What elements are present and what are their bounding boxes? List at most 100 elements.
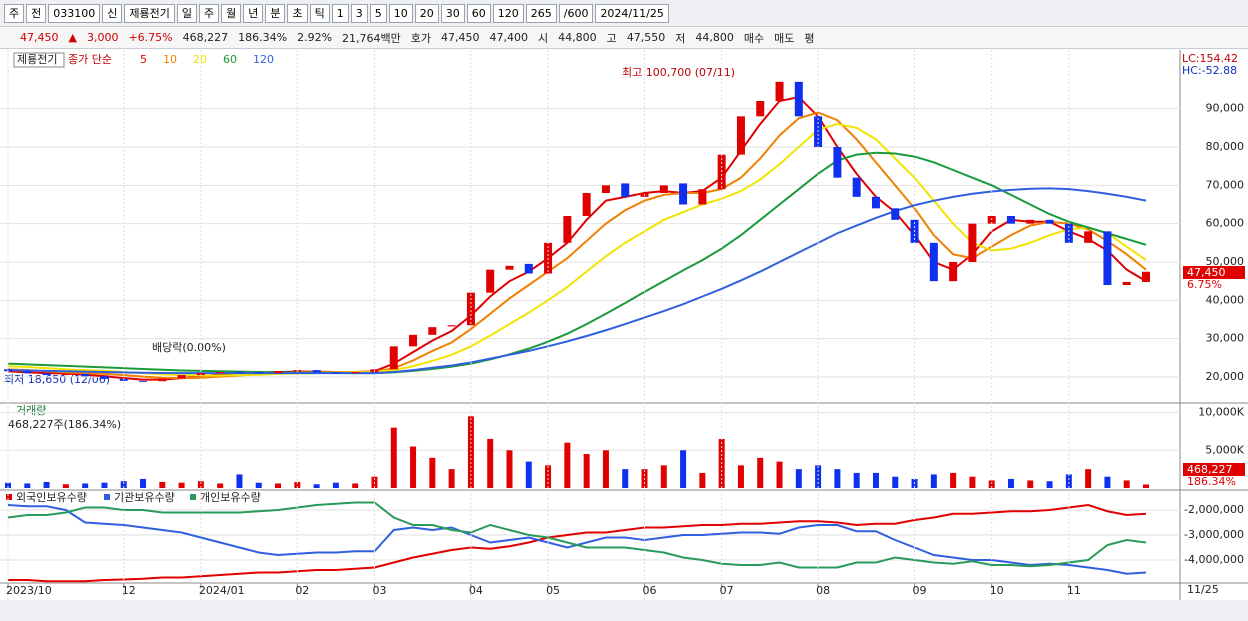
volume-bar [950,472,957,488]
toolbar-button[interactable]: 5 [369,3,387,23]
volume-bar [1007,478,1014,488]
volume-bar [853,472,860,488]
last-volume-ratio: 186.34% [1187,475,1236,488]
toolbar-button[interactable]: 10 [388,3,413,23]
candle [794,81,803,117]
legend-title: 종가 단순 [68,53,112,66]
scroll-bar [0,600,1248,621]
chart: 최고 100,700 (07/11) 최저 18,650 (12/06) 배당락… [0,50,1248,621]
toolbar-button[interactable]: 분 [265,3,286,23]
x-tick-label: 07 [720,584,734,597]
volume-bar [892,476,899,488]
legend-entry: 외국인보유수량 [16,491,87,504]
candle [274,371,283,374]
candle [254,372,263,374]
volume-bar [834,469,841,488]
volume-bar [1143,484,1149,488]
candle [389,346,398,370]
y-tick-label: 5,000K [1205,443,1244,456]
legend-entry: 20 [193,53,207,66]
last-change: 6.75% [1187,278,1222,291]
candle [312,370,321,373]
toolbar-button[interactable]: 제룡전기 [124,3,175,23]
x-tick-label: 11 [1067,584,1081,597]
candle [1122,281,1131,285]
x-tick-label: 02 [295,584,309,597]
info-item: 44,800 [695,31,734,44]
info-item: 저 [675,31,686,45]
toolbar-button[interactable]: /600 [558,3,594,23]
volume-bar [332,482,339,488]
legend-entry: 60 [223,53,237,66]
y-tick-label: -4,000,000 [1184,553,1244,566]
toolbar-button[interactable]: 전 [26,3,47,23]
volume-bar [410,446,417,488]
series-line [7,111,1147,380]
volume-bar [564,442,571,488]
candle [177,375,186,379]
candle [428,327,437,335]
series-line [7,501,1147,569]
toolbar-button[interactable]: 일 [176,3,197,23]
toolbar-button[interactable]: 3 [350,3,368,23]
candle [100,376,109,379]
y-tick-label: 20,000 [1206,370,1245,383]
toolbar-button[interactable]: 265 [525,3,557,23]
info-item: 2.92% [297,31,333,44]
toolbar-button[interactable]: 주 [198,3,220,23]
candle [679,183,688,205]
volume-bar [313,484,320,488]
volume-bar [988,480,995,488]
toolbar-button[interactable]: 2024/11/25 [595,3,669,23]
candle [351,372,360,374]
annotation: 배당락(0.00%) [152,341,226,354]
toolbar: 주 전 033100 신 제룡전기 일 주 월 년 분 초 틱 1 3 5 10 20 30 60 120 265/60… [0,0,1248,27]
candle [1103,231,1112,285]
y-tick-label: 50,000 [1206,255,1245,268]
candle [736,116,745,155]
toolbar-button[interactable]: 20 [414,3,439,23]
legend-marker [6,494,12,500]
volume-bar [24,483,31,488]
volume-bar [506,450,513,488]
toolbar-button[interactable]: 틱 [309,3,330,23]
info-item: 44,800 [558,31,597,44]
toolbar-button[interactable]: 년 [243,3,264,23]
toolbar-button[interactable]: 30 [440,3,465,23]
x-tick-label: 06 [643,584,657,597]
toolbar-button[interactable]: 주 [4,3,25,23]
legend-entry: 120 [253,53,274,66]
annotation: 최고 100,700 (07/11) [622,66,735,79]
candle [775,81,784,101]
corner-label: HC:-52.88 [1182,64,1237,77]
toolbar-button[interactable]: 60 [466,3,491,23]
toolbar-button[interactable]: 월 [221,3,242,23]
info-item: 468,227 [182,31,229,44]
volume-bar [602,450,609,488]
toolbar-button[interactable]: 1 [331,3,349,23]
volume-bar [1104,476,1111,488]
toolbar-button[interactable]: 033100 [48,3,101,23]
y-tick-label: 90,000 [1206,102,1245,115]
volume-subtitle: 468,227주(186.34%) [8,418,121,431]
legend-marker [190,494,196,500]
info-item: 평 [804,31,815,45]
candle [81,373,90,377]
toolbar-button[interactable]: 120 [492,3,524,23]
legend-entry: 10 [163,53,177,66]
toolbar-button[interactable]: 신 [102,3,123,23]
volume-bar [82,483,89,488]
x-tick-label: 08 [816,584,830,597]
candle [891,208,900,220]
candle [505,265,514,270]
candle [447,325,456,327]
volume-bar [583,454,590,488]
volume-bar [101,482,108,488]
volume-bar [699,472,706,488]
x-tick-label: 2024/01 [199,584,245,597]
toolbar-button[interactable]: 초 [287,3,308,23]
volume-bar [255,482,262,488]
info-item: +6.75% [128,31,173,44]
volume-bar [680,450,687,488]
y-tick-label: 30,000 [1206,332,1245,345]
